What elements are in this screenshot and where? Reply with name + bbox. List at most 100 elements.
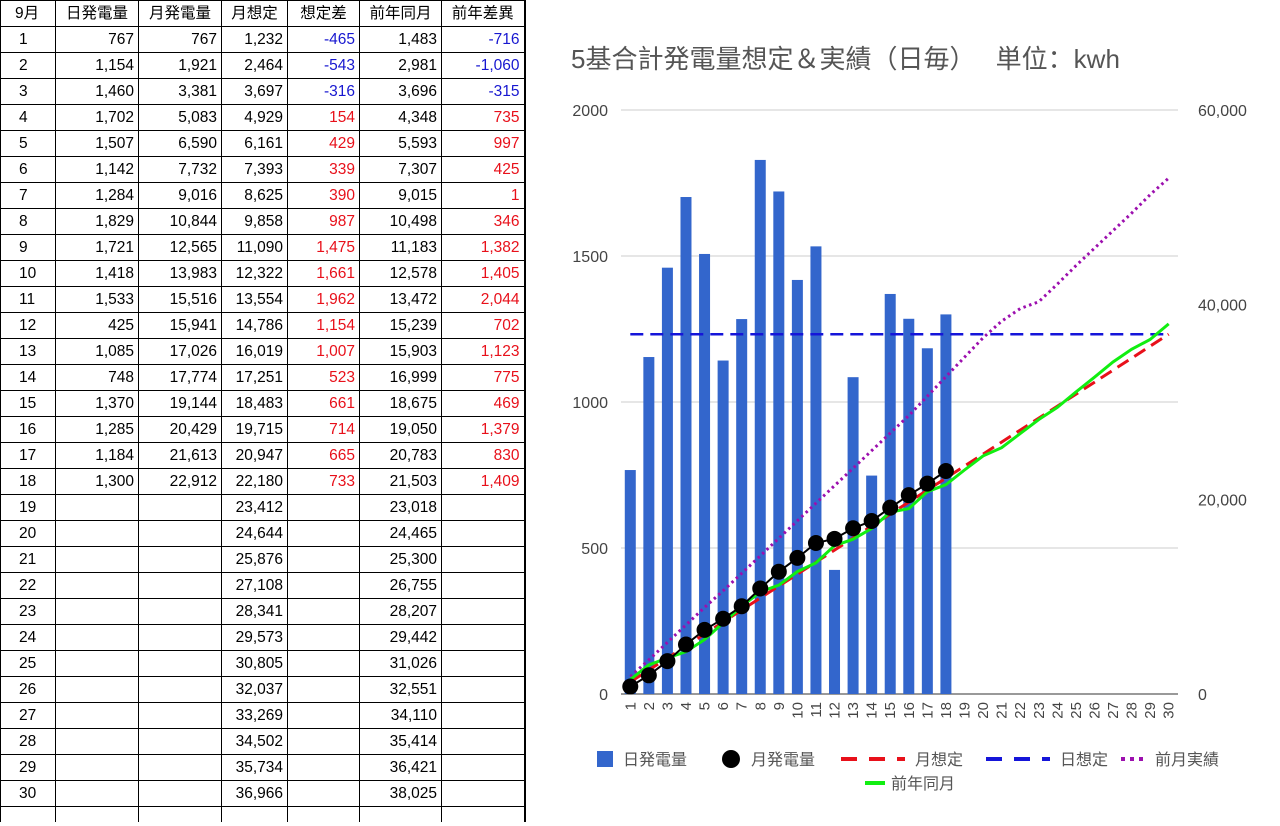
- cell-prev-year[interactable]: 16,999: [359, 364, 442, 391]
- legend-item[interactable]: 前年同月: [865, 775, 955, 793]
- cell-prev-year-diff[interactable]: 1,379: [441, 416, 526, 443]
- cell-daily[interactable]: [55, 780, 139, 807]
- cell-plan[interactable]: 27,108: [221, 572, 288, 599]
- cell-daily[interactable]: 1,460: [55, 78, 139, 105]
- cell-month[interactable]: 3: [0, 78, 56, 105]
- cell-prev-year-diff[interactable]: [441, 728, 526, 755]
- cell-prev-year-diff[interactable]: [441, 546, 526, 573]
- cell-empty[interactable]: [55, 806, 139, 822]
- cell-plan[interactable]: 23,412: [221, 494, 288, 521]
- cell-prev-year[interactable]: 21,503: [359, 468, 442, 495]
- cell-prev-year[interactable]: 26,755: [359, 572, 442, 599]
- cell-prev-year[interactable]: 15,903: [359, 338, 442, 365]
- cell-prev-year-diff[interactable]: [441, 780, 526, 807]
- cell-cumulative[interactable]: 9,016: [138, 182, 222, 209]
- cell-prev-year-diff[interactable]: 2,044: [441, 286, 526, 313]
- cell-plan-diff[interactable]: [287, 572, 360, 599]
- cell-daily[interactable]: [55, 676, 139, 703]
- cell-prev-year[interactable]: 35,414: [359, 728, 442, 755]
- cell-plan[interactable]: 3,697: [221, 78, 288, 105]
- cell-plan-diff[interactable]: 339: [287, 156, 360, 183]
- cell-plan[interactable]: 1,232: [221, 26, 288, 53]
- header-plan[interactable]: 月想定: [221, 0, 288, 27]
- cell-month[interactable]: 12: [0, 312, 56, 339]
- cell-plan-diff[interactable]: [287, 546, 360, 573]
- cell-empty[interactable]: [0, 806, 56, 822]
- cell-plan-diff[interactable]: 714: [287, 416, 360, 443]
- cell-month[interactable]: 23: [0, 598, 56, 625]
- cell-daily[interactable]: 1,300: [55, 468, 139, 495]
- cell-plan-diff[interactable]: [287, 520, 360, 547]
- cell-prev-year[interactable]: 7,307: [359, 156, 442, 183]
- cell-plan[interactable]: 29,573: [221, 624, 288, 651]
- cell-plan-diff[interactable]: 154: [287, 104, 360, 131]
- cell-plan-diff[interactable]: 1,962: [287, 286, 360, 313]
- cell-prev-year-diff[interactable]: 1,409: [441, 468, 526, 495]
- cell-daily[interactable]: 748: [55, 364, 139, 391]
- cell-daily[interactable]: 1,085: [55, 338, 139, 365]
- header-prev-year-diff[interactable]: 前年差異: [441, 0, 526, 27]
- cell-month[interactable]: 28: [0, 728, 56, 755]
- cell-plan-diff[interactable]: [287, 754, 360, 781]
- cell-plan-diff[interactable]: -543: [287, 52, 360, 79]
- cell-month[interactable]: 24: [0, 624, 56, 651]
- cell-cumulative[interactable]: 12,565: [138, 234, 222, 261]
- cell-month[interactable]: 8: [0, 208, 56, 235]
- cell-prev-year-diff[interactable]: [441, 598, 526, 625]
- cell-daily[interactable]: [55, 702, 139, 729]
- cell-month[interactable]: 10: [0, 260, 56, 287]
- cell-plan-diff[interactable]: 1,475: [287, 234, 360, 261]
- cell-prev-year-diff[interactable]: [441, 702, 526, 729]
- cell-month[interactable]: 19: [0, 494, 56, 521]
- cell-prev-year[interactable]: 15,239: [359, 312, 442, 339]
- cell-prev-year-diff[interactable]: -315: [441, 78, 526, 105]
- cell-prev-year[interactable]: 23,018: [359, 494, 442, 521]
- cell-daily[interactable]: [55, 520, 139, 547]
- cell-empty[interactable]: [359, 806, 442, 822]
- cell-plan[interactable]: 4,929: [221, 104, 288, 131]
- cell-plan[interactable]: 7,393: [221, 156, 288, 183]
- cell-cumulative[interactable]: [138, 754, 222, 781]
- cell-plan[interactable]: 19,715: [221, 416, 288, 443]
- cell-prev-year[interactable]: 9,015: [359, 182, 442, 209]
- cell-daily[interactable]: [55, 754, 139, 781]
- cell-daily[interactable]: 1,507: [55, 130, 139, 157]
- cell-prev-year-diff[interactable]: -716: [441, 26, 526, 53]
- cell-month[interactable]: 6: [0, 156, 56, 183]
- cell-cumulative[interactable]: [138, 598, 222, 625]
- cell-plan[interactable]: 32,037: [221, 676, 288, 703]
- cell-plan[interactable]: 11,090: [221, 234, 288, 261]
- cell-prev-year-diff[interactable]: [441, 494, 526, 521]
- cell-plan-diff[interactable]: 733: [287, 468, 360, 495]
- cell-prev-year[interactable]: 25,300: [359, 546, 442, 573]
- cell-plan[interactable]: 36,966: [221, 780, 288, 807]
- cell-prev-year[interactable]: 3,696: [359, 78, 442, 105]
- cell-daily[interactable]: 1,284: [55, 182, 139, 209]
- cell-month[interactable]: 2: [0, 52, 56, 79]
- cell-month[interactable]: 25: [0, 650, 56, 677]
- cell-prev-year-diff[interactable]: 735: [441, 104, 526, 131]
- cell-plan[interactable]: 12,322: [221, 260, 288, 287]
- cell-cumulative[interactable]: 17,026: [138, 338, 222, 365]
- cell-plan-diff[interactable]: [287, 650, 360, 677]
- cell-prev-year-diff[interactable]: [441, 650, 526, 677]
- cell-prev-year[interactable]: 19,050: [359, 416, 442, 443]
- cell-plan[interactable]: 14,786: [221, 312, 288, 339]
- cell-daily[interactable]: [55, 624, 139, 651]
- cell-cumulative[interactable]: 21,613: [138, 442, 222, 469]
- cell-empty[interactable]: [287, 806, 360, 822]
- cell-prev-year[interactable]: 36,421: [359, 754, 442, 781]
- cell-daily[interactable]: [55, 546, 139, 573]
- cell-prev-year-diff[interactable]: 702: [441, 312, 526, 339]
- cell-cumulative[interactable]: 10,844: [138, 208, 222, 235]
- cell-prev-year-diff[interactable]: [441, 676, 526, 703]
- cell-cumulative[interactable]: [138, 780, 222, 807]
- cell-plan[interactable]: 2,464: [221, 52, 288, 79]
- cell-prev-year[interactable]: 38,025: [359, 780, 442, 807]
- cell-plan-diff[interactable]: 390: [287, 182, 360, 209]
- cell-month[interactable]: 7: [0, 182, 56, 209]
- cell-cumulative[interactable]: 7,732: [138, 156, 222, 183]
- cell-cumulative[interactable]: 1,921: [138, 52, 222, 79]
- cell-prev-year-diff[interactable]: 1,123: [441, 338, 526, 365]
- cell-cumulative[interactable]: [138, 676, 222, 703]
